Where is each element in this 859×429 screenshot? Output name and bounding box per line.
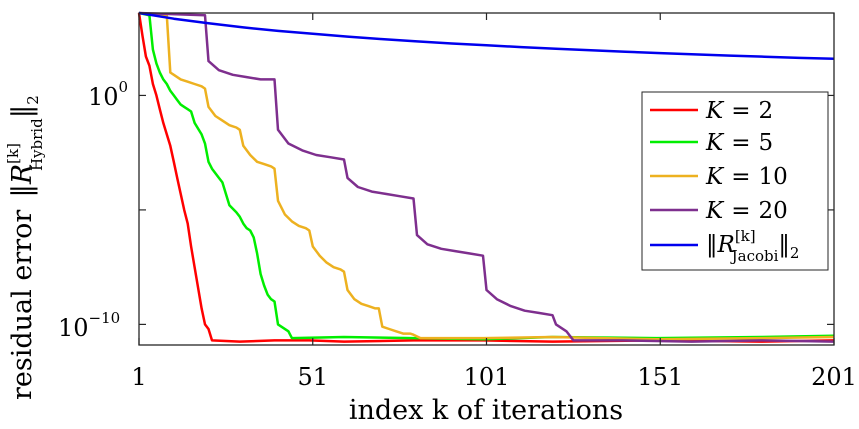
y-axis-label: residual error‖R[k] Hybrid‖2 (4, 95, 46, 400)
x-tick-labels: 1 51 101 151 201 (131, 363, 857, 391)
legend-box (641, 91, 829, 271)
legend: K = 2 K = 5 K = 10 K = 20 ‖R[k] Jacobi‖2 (641, 91, 829, 271)
y-tick-label-0: 100 (88, 78, 128, 111)
series-line-2 (138, 11, 835, 341)
x-tick-label-3: 151 (637, 363, 683, 391)
legend-label-k2: K = 2 (705, 98, 773, 124)
x-tick-label-2: 101 (464, 363, 510, 391)
ticks-layer (138, 13, 835, 345)
series-line-0 (137, 12, 835, 343)
series-layer (137, 11, 835, 343)
legend-label-jacobi: ‖R[k] Jacobi‖2 (706, 227, 799, 265)
series-line-1 (138, 11, 835, 341)
x-tick-label-0: 1 (131, 363, 146, 391)
x-axis-label: index k of iterations (349, 395, 623, 426)
x-tick-label-1: 51 (297, 363, 328, 391)
legend-label-k20: K = 20 (705, 198, 788, 224)
series-line-4 (138, 11, 835, 61)
series-line-3 (138, 11, 835, 343)
x-tick-label-4: 201 (811, 363, 857, 391)
y-tick-label-1: 10−10 (58, 309, 120, 342)
legend-label-k10: K = 10 (705, 164, 788, 190)
legend-label-k5: K = 5 (705, 130, 773, 156)
